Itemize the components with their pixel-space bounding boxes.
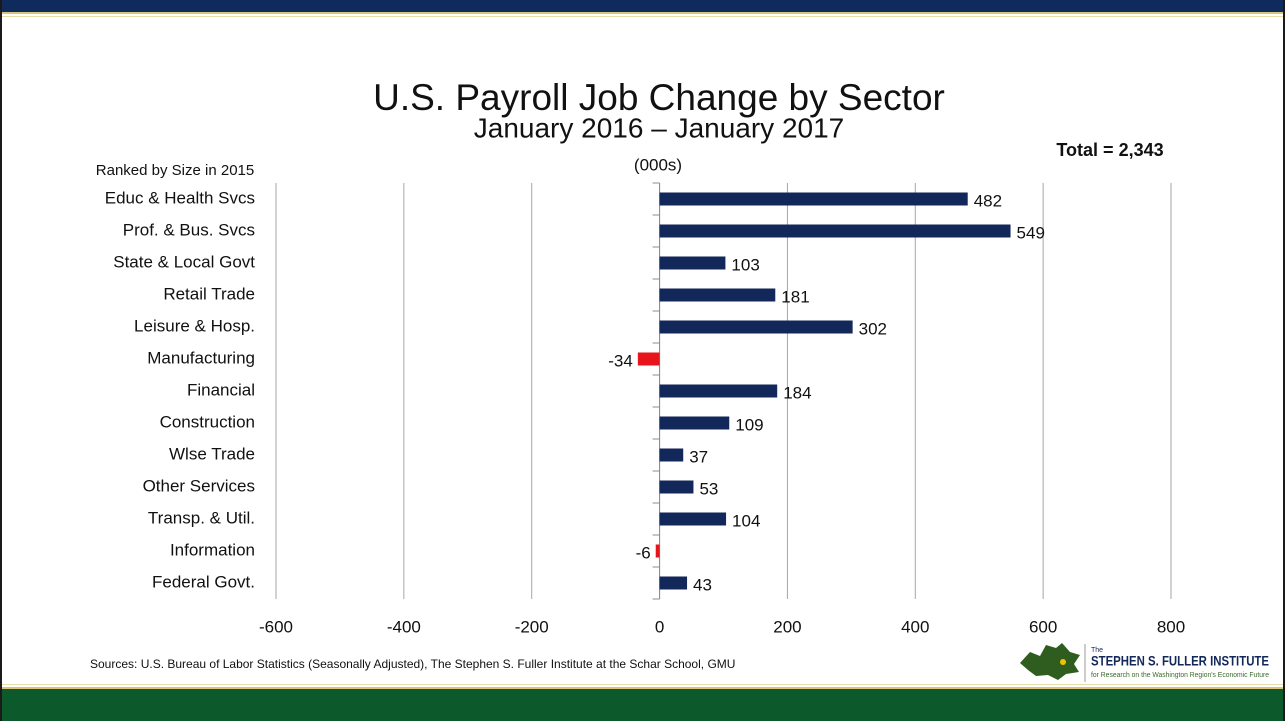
x-tick-label: 200: [773, 617, 801, 636]
bar: [659, 256, 726, 270]
left-border: [0, 0, 2, 721]
data-label: 53: [699, 479, 718, 498]
bar: [659, 192, 968, 206]
top-band: [0, 0, 1285, 12]
y-tick-label: Educ & Health Svcs: [105, 188, 255, 207]
data-label: 37: [689, 447, 708, 466]
x-tick-label: 800: [1157, 617, 1185, 636]
data-label: 302: [859, 319, 887, 338]
x-tick-label: 0: [655, 617, 664, 636]
x-tick-label: -400: [387, 617, 421, 636]
data-label: 104: [732, 511, 760, 530]
chart-title: U.S. Payroll Job Change by Sector: [373, 77, 945, 118]
source-note: Sources: U.S. Bureau of Labor Statistics…: [90, 657, 735, 671]
y-tick-label: Transp. & Util.: [148, 508, 255, 527]
y-tick-label: Wlse Trade: [169, 444, 255, 463]
data-label: 549: [1017, 223, 1045, 242]
data-label: 181: [781, 287, 809, 306]
bar: [659, 320, 853, 334]
logo-dot: [1060, 659, 1066, 665]
bar: [659, 512, 727, 526]
data-label: -34: [608, 351, 633, 370]
bottom-band: [0, 689, 1285, 721]
chart-subtitle: January 2016 – January 2017: [474, 112, 845, 143]
category-note: Ranked by Size in 2015: [96, 162, 254, 179]
bar: [659, 576, 688, 590]
data-label: 109: [735, 415, 763, 434]
bar: [659, 288, 776, 302]
logo: The STEPHEN S. FULLER INSTITUTE for Rese…: [1020, 643, 1269, 682]
y-tick-label: Retail Trade: [163, 284, 255, 303]
y-tick-label: Leisure & Hosp.: [134, 316, 255, 335]
right-border: [1283, 0, 1285, 721]
data-label: -6: [636, 543, 651, 562]
bottom-rule: [0, 687, 1285, 689]
bottom-rule-thin: [0, 684, 1285, 685]
y-tick-label: Information: [170, 540, 255, 559]
x-tick-label: 600: [1029, 617, 1057, 636]
logo-small: The: [1091, 647, 1103, 654]
bar: [659, 384, 778, 398]
y-tick-label: Federal Govt.: [152, 572, 255, 591]
top-rule: [0, 12, 1285, 14]
data-label: 43: [693, 575, 712, 594]
logo-tagline: for Research on the Washington Region's …: [1091, 672, 1269, 679]
y-tick-label: Construction: [160, 412, 255, 431]
y-tick-label: Financial: [187, 380, 255, 399]
data-label: 482: [974, 191, 1002, 210]
logo-emblem: [1020, 643, 1080, 680]
bar: [659, 448, 684, 462]
top-rule-thin: [0, 16, 1285, 17]
data-label: 103: [731, 255, 759, 274]
total-annotation: Total = 2,343: [1056, 140, 1163, 160]
x-tick-label: -600: [259, 617, 293, 636]
y-tick-label: State & Local Govt: [113, 252, 255, 271]
bar: [637, 352, 660, 366]
logo-name: STEPHEN S. FULLER INSTITUTE: [1091, 653, 1269, 669]
x-tick-label: -200: [515, 617, 549, 636]
y-tick-label: Manufacturing: [147, 348, 255, 367]
x-tick-label: 400: [901, 617, 929, 636]
bar: [659, 224, 1011, 238]
unit-label: (000s): [634, 155, 682, 174]
data-label: 184: [783, 383, 811, 402]
bar: [659, 416, 730, 430]
bar: [659, 480, 694, 494]
y-tick-label: Prof. & Bus. Svcs: [123, 220, 255, 239]
y-tick-label: Other Services: [143, 476, 255, 495]
bar: [655, 544, 660, 558]
